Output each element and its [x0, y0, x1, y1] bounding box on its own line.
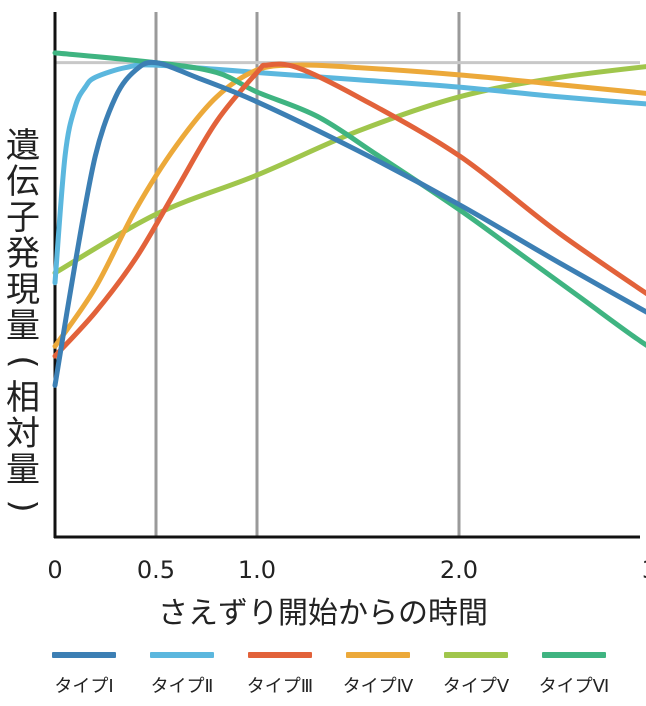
legend-swatch [248, 652, 312, 658]
legend-label: タイプⅢ [246, 676, 314, 697]
legend-swatch [52, 652, 116, 658]
legend-label: タイプⅥ [538, 676, 610, 697]
series-line-type-5 [52, 64, 646, 276]
legend-item-type-5: タイプⅤ [428, 652, 524, 698]
legend-swatch [150, 652, 214, 658]
legend: タイプⅠ タイプⅡ タイプⅢ タイプⅣ タイプⅤ タイプⅥ [36, 652, 646, 702]
legend-item-type-6: タイプⅥ [526, 652, 622, 698]
legend-item-type-1: タイプⅠ [36, 652, 132, 698]
legend-item-type-4: タイプⅣ [330, 652, 426, 698]
series-line-type-1 [52, 59, 646, 388]
legend-label: タイプⅡ [150, 676, 214, 697]
x-tick-label: 3.0 [642, 556, 646, 584]
series-line-type-4 [52, 62, 646, 349]
legend-swatch [346, 652, 410, 658]
x-tick-label: 1.0 [238, 556, 276, 584]
x-tick-label: 0.5 [137, 556, 175, 584]
legend-swatch [542, 652, 606, 658]
x-axis-label: さえずり開始からの時間 [158, 596, 488, 631]
y-axis-label: 遺伝子発現量(相対量) [3, 126, 43, 513]
legend-swatch [444, 652, 508, 658]
legend-label: タイプⅠ [54, 676, 114, 697]
legend-label: タイプⅣ [342, 676, 414, 697]
series-line-type-3 [52, 61, 646, 359]
x-tick-label: 0 [47, 556, 62, 584]
series-line-type-6 [52, 50, 646, 348]
legend-label: タイプⅤ [442, 676, 510, 697]
legend-item-type-2: タイプⅡ [134, 652, 230, 698]
legend-item-type-3: タイプⅢ [232, 652, 328, 698]
x-tick-label: 2.0 [440, 556, 478, 584]
